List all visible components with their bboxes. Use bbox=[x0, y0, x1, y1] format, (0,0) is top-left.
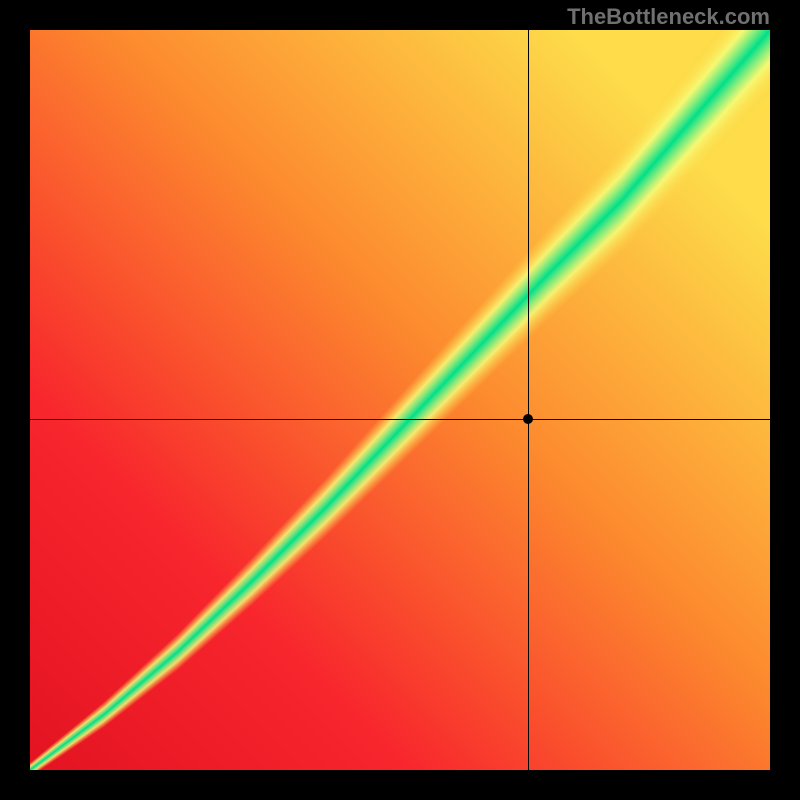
heatmap-plot bbox=[30, 30, 770, 770]
crosshair-horizontal bbox=[30, 419, 770, 420]
selection-marker bbox=[523, 414, 533, 424]
heatmap-canvas bbox=[30, 30, 770, 770]
crosshair-vertical bbox=[528, 30, 529, 770]
watermark-text: TheBottleneck.com bbox=[567, 4, 770, 30]
chart-container: TheBottleneck.com bbox=[0, 0, 800, 800]
